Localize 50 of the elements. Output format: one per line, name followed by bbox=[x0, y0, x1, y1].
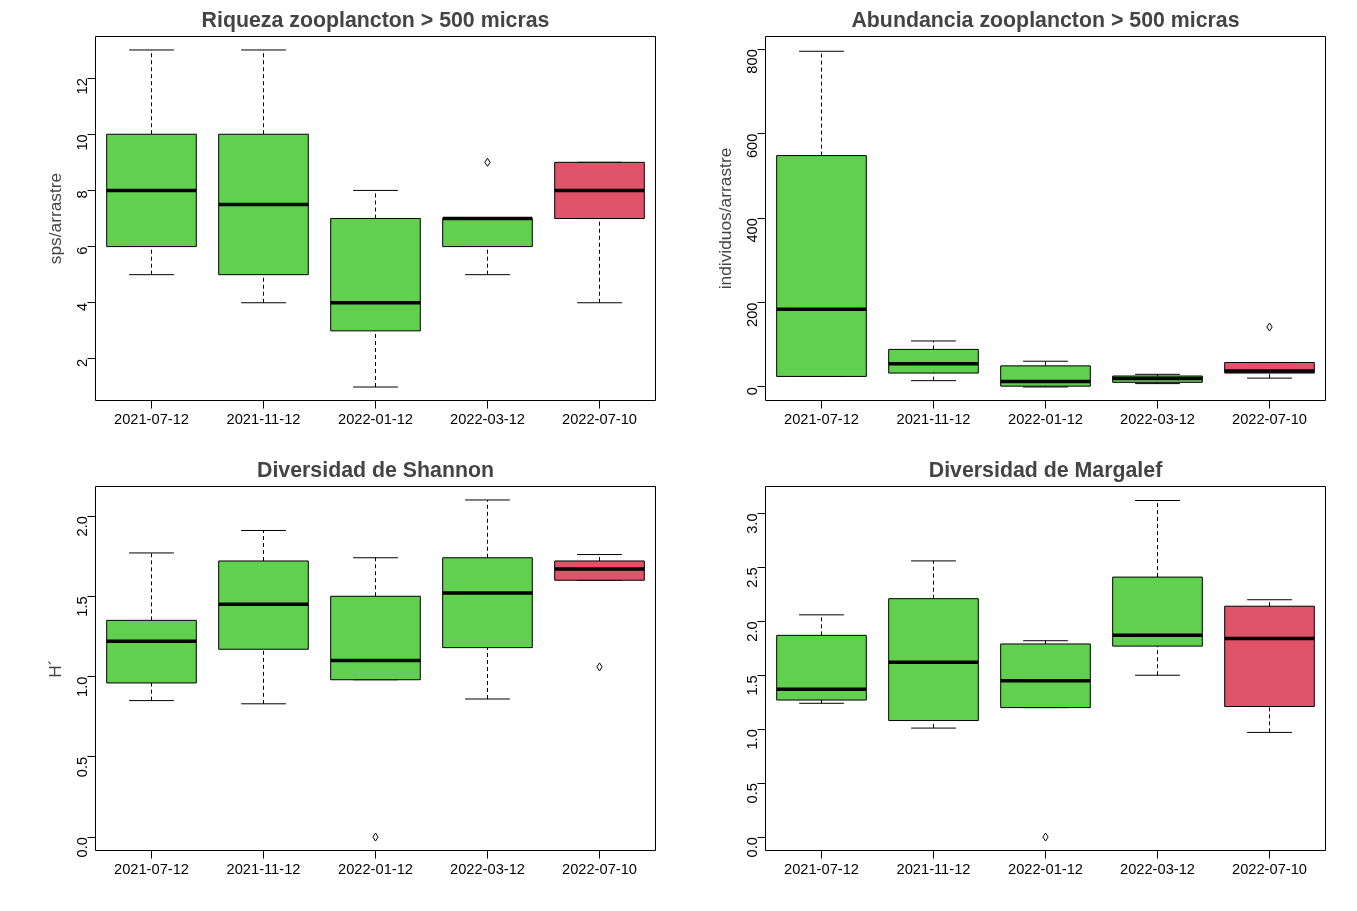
y-tick-label: 1.5 bbox=[74, 596, 91, 617]
y-tick-label: 8 bbox=[74, 190, 91, 199]
y-tick-label: 400 bbox=[744, 218, 761, 243]
y-tick-label: 2.5 bbox=[744, 567, 761, 588]
chart-title: Diversidad de Margalef bbox=[928, 457, 1164, 482]
x-tick-label: 2022-01-12 bbox=[338, 860, 413, 877]
x-tick-label: 2021-07-12 bbox=[784, 860, 859, 877]
x-tick-label: 2022-07-10 bbox=[1232, 860, 1307, 877]
x-tick-label: 2022-03-12 bbox=[1120, 860, 1195, 877]
x-tick-label: 2022-07-10 bbox=[562, 410, 637, 427]
x-tick-label: 2022-03-12 bbox=[1120, 410, 1195, 427]
x-tick-label: 2021-07-12 bbox=[114, 410, 189, 427]
y-tick-label: 1.0 bbox=[744, 729, 761, 750]
x-tick-label: 2022-01-12 bbox=[1008, 410, 1083, 427]
y-tick-label: 12 bbox=[74, 78, 91, 95]
x-tick-label: 2022-07-10 bbox=[1232, 410, 1307, 427]
y-tick-label: 10 bbox=[74, 134, 91, 151]
x-tick-label: 2022-07-10 bbox=[562, 860, 637, 877]
y-tick-label: 600 bbox=[744, 133, 761, 159]
y-tick-label: 1.5 bbox=[744, 675, 761, 696]
x-tick-label: 2022-01-12 bbox=[338, 410, 413, 427]
y-tick-label: 800 bbox=[744, 49, 761, 74]
x-tick-label: 2022-03-12 bbox=[450, 860, 525, 877]
y-tick-label: 2 bbox=[74, 358, 91, 368]
y-tick-label: 0 bbox=[744, 386, 761, 396]
y-tick-label: 0.0 bbox=[74, 837, 91, 858]
y-tick-label: 3.0 bbox=[744, 513, 761, 534]
y-tick-label: 4 bbox=[74, 302, 91, 311]
chart-title: Abundancia zooplancton > 500 micras bbox=[851, 7, 1240, 32]
y-tick-label: 200 bbox=[744, 302, 761, 327]
y-axis-title: sps/arrastre bbox=[44, 172, 65, 265]
chart-title: Diversidad de Shannon bbox=[256, 457, 495, 482]
x-tick-label: 2021-11-12 bbox=[896, 410, 971, 427]
x-tick-label: 2021-07-12 bbox=[784, 410, 859, 427]
x-tick-label: 2021-11-12 bbox=[896, 860, 971, 877]
y-axis-title: H´ bbox=[44, 659, 65, 678]
y-tick-label: 2.0 bbox=[74, 516, 91, 537]
y-tick-label: 0.5 bbox=[74, 756, 91, 778]
x-tick-label: 2021-11-12 bbox=[226, 860, 301, 877]
x-tick-label: 2021-11-12 bbox=[226, 410, 301, 427]
y-tick-label: 1.0 bbox=[74, 676, 91, 697]
x-tick-label: 2021-07-12 bbox=[114, 860, 189, 877]
y-axis-title: individuos/arrastre bbox=[714, 147, 735, 290]
chart-title: Riqueza zooplancton > 500 micras bbox=[201, 7, 550, 32]
y-tick-label: 6 bbox=[74, 246, 91, 255]
x-tick-label: 2022-03-12 bbox=[450, 410, 525, 427]
y-tick-label: 0.5 bbox=[744, 783, 761, 804]
y-tick-label: 0.0 bbox=[744, 837, 761, 858]
y-tick-label: 2.0 bbox=[744, 621, 761, 642]
x-tick-label: 2022-01-12 bbox=[1008, 860, 1083, 877]
